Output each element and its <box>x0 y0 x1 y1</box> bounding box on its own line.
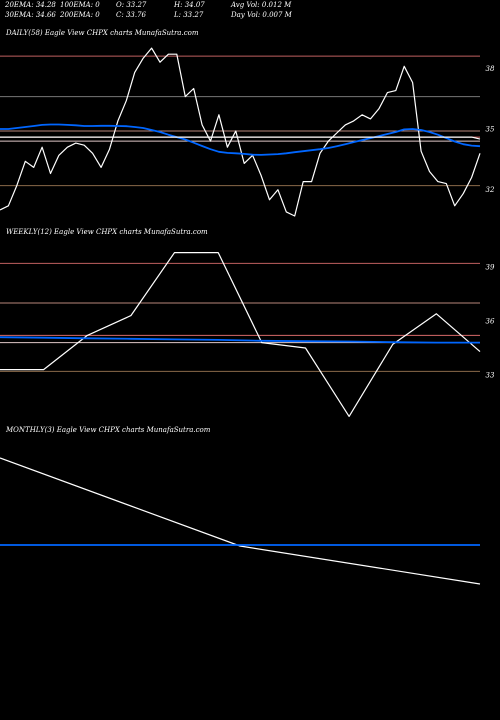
weekly-y-tick-label: 39 <box>486 264 495 272</box>
header-day-vol: Day Vol: 0.007 M <box>231 11 292 19</box>
weekly-y-tick-label: 33 <box>486 372 495 380</box>
weekly-chart-title: WEEKLY(12) Eagle View CHPX charts Munafa… <box>6 228 208 236</box>
monthly-chart <box>0 457 481 585</box>
header-avg-vol: Avg Vol: 0.012 M <box>231 1 292 9</box>
daily-chart: 38 35 32 <box>0 47 495 217</box>
header-100ema: 100EMA: 0 <box>60 1 100 9</box>
daily-series-line-1 <box>0 123 481 156</box>
weekly-series-line-0 <box>0 252 481 417</box>
header-open: O: 33.27 <box>116 1 147 9</box>
header-20ema: 20EMA: 34.28 <box>5 1 56 9</box>
header-low: L: 33.27 <box>174 11 204 19</box>
weekly-y-tick-label: 36 <box>486 318 495 326</box>
header-high: H: 34.07 <box>174 1 205 9</box>
daily-y-tick-label: 35 <box>486 125 495 133</box>
header-30ema: 30EMA: 34.66 <box>5 11 56 19</box>
monthly-chart-title: MONTHLY(3) Eagle View CHPX charts Munafa… <box>6 426 211 434</box>
header-200ema: 200EMA: 0 <box>60 11 100 19</box>
daily-y-tick-label: 32 <box>486 186 495 194</box>
header-close: C: 33.76 <box>116 11 146 19</box>
monthly-series-line-0 <box>0 457 481 585</box>
weekly-series-line-1 <box>0 336 480 344</box>
daily-y-tick-label: 38 <box>486 65 495 73</box>
daily-chart-title: DAILY(58) Eagle View CHPX charts MunafaS… <box>6 29 199 37</box>
weekly-chart: 39 36 33 <box>0 252 495 417</box>
daily-series-line-2 <box>0 136 481 140</box>
daily-series-line-0 <box>0 47 481 217</box>
